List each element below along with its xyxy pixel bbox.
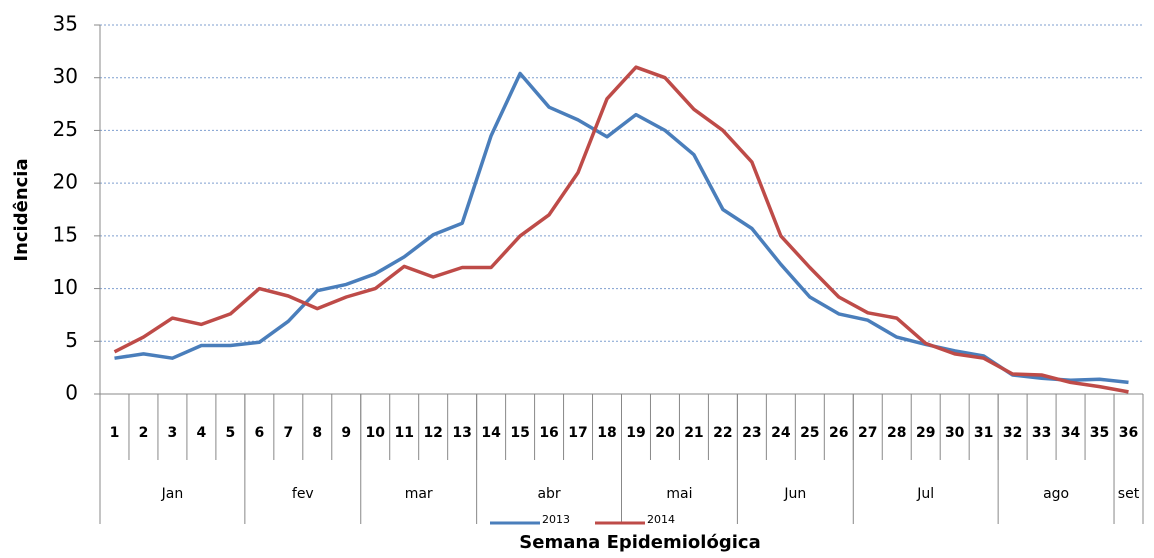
x-tick-label: 36 [1119, 425, 1138, 441]
x-tick-label: 2 [139, 425, 149, 441]
month-label: ago [1043, 486, 1069, 502]
x-tick-label: 24 [771, 425, 791, 441]
x-tick-label: 9 [341, 425, 351, 441]
legend-label: 2013 [542, 513, 570, 526]
month-label: fev [292, 486, 314, 502]
x-tick-label: 12 [423, 425, 442, 441]
x-tick-label: 31 [974, 425, 993, 441]
x-tick-label: 13 [452, 425, 471, 441]
y-tick-label: 30 [53, 64, 78, 88]
x-tick-label: 4 [197, 425, 207, 441]
x-tick-label: 18 [597, 425, 616, 441]
x-tick-label: 17 [568, 425, 587, 441]
month-label: abr [537, 486, 560, 502]
month-label: Jun [783, 486, 806, 502]
x-tick-label: 19 [626, 425, 645, 441]
series-line [114, 71, 1129, 385]
x-tick-label: 3 [168, 425, 178, 441]
y-tick-label: 15 [53, 222, 78, 246]
y-tick-label: 0 [65, 381, 78, 405]
x-tick-label: 10 [365, 425, 385, 441]
y-tick-label: 25 [53, 117, 78, 141]
x-tick-label: 15 [510, 425, 529, 441]
month-label: mai [666, 486, 692, 502]
x-tick-label: 29 [916, 425, 935, 441]
x-axis-title: Semana Epidemiológica [519, 532, 760, 553]
x-tick-label: 26 [829, 425, 848, 441]
x-tick-label: 21 [684, 425, 703, 441]
legend-label: 2014 [647, 513, 675, 526]
y-tick-label: 20 [53, 170, 78, 194]
x-tick-label: 33 [1032, 425, 1051, 441]
month-label: set [1118, 486, 1140, 502]
x-tick-label: 20 [655, 425, 675, 441]
x-tick-label: 16 [539, 425, 558, 441]
x-tick-label: 5 [226, 425, 236, 441]
x-tick-label: 28 [887, 425, 906, 441]
x-tick-label: 34 [1061, 425, 1081, 441]
x-tick-label: 23 [742, 425, 761, 441]
x-tick-label: 22 [713, 425, 732, 441]
x-tick-label: 32 [1003, 425, 1022, 441]
x-tick-label: 35 [1090, 425, 1109, 441]
month-label: Jan [161, 486, 184, 502]
month-label: Jul [916, 486, 934, 502]
x-tick-label: 8 [312, 425, 322, 441]
month-label: mar [405, 486, 433, 502]
x-tick-label: 1 [110, 425, 120, 441]
x-tick-label: 11 [394, 425, 413, 441]
x-tick-label: 6 [254, 425, 264, 441]
y-tick-label: 35 [53, 12, 78, 36]
series-line [113, 65, 1129, 394]
y-tick-label: 5 [65, 328, 78, 352]
x-tick-label: 7 [283, 425, 293, 441]
x-tick-label: 14 [481, 425, 501, 441]
x-tick-label: 27 [858, 425, 877, 441]
x-tick-label: 30 [945, 425, 965, 441]
y-axis-title: Incidência [11, 158, 32, 261]
y-tick-label: 10 [53, 275, 78, 299]
x-tick-label: 25 [800, 425, 819, 441]
